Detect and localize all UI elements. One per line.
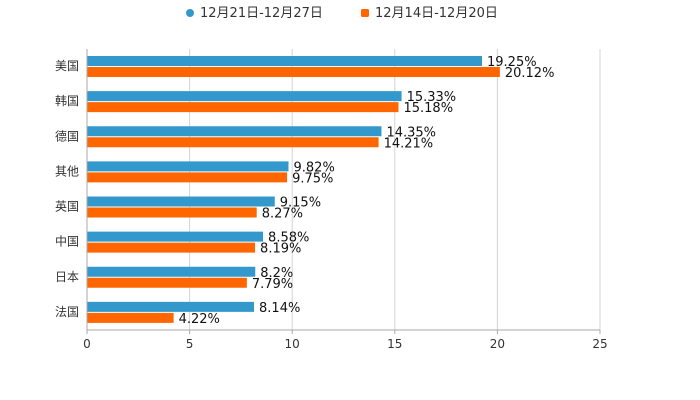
data-label: 9.82% [294,160,335,175]
bar-series2 [87,312,174,323]
legend-marker[interactable] [361,9,369,17]
bar-series1 [87,56,483,66]
bar-series1 [87,266,256,277]
bar-series1 [87,161,289,172]
data-label: 9.15% [280,196,321,211]
data-label: 14.21% [384,136,434,151]
legend-marker[interactable] [186,9,194,17]
bar-series1 [87,301,255,312]
data-label: 19.25% [487,55,537,70]
category-label: 韩国 [55,93,79,108]
bar-series2 [87,207,257,218]
bar-series1 [87,196,275,207]
x-tick-label: 20 [490,337,505,351]
bar-series1 [87,231,264,242]
axes: 0 5 10 15 20 25 [83,49,608,351]
data-label: 15.33% [407,90,457,105]
x-tick-label: 25 [592,337,607,351]
bar-series1 [87,91,402,102]
bar-series2 [87,277,247,288]
bars [87,56,500,323]
bar-series2 [87,137,379,148]
category-label: 其他 [55,164,79,178]
legend-label[interactable]: 12月21日-12月27日 [200,6,323,21]
category-label: 美国 [55,59,79,73]
data-label: 8.19% [260,242,301,257]
bar-series1 [87,126,382,137]
category-label: 中国 [55,234,79,249]
x-tick-label: 0 [83,337,91,351]
data-label: 8.58% [268,231,309,246]
data-label: 8.27% [262,207,303,222]
labels: 美国 19.25%20.12% 韩国 15.33%15.18% 德国 14.35%14.2… [55,55,554,327]
x-tick-label: 15 [387,337,402,351]
data-label: 9.75% [292,171,333,186]
bar-series2 [87,172,288,183]
category-label: 英国 [55,200,79,214]
legend-label[interactable]: 12月14日-12月20日 [375,6,498,21]
data-label: 15.18% [403,101,453,116]
data-label: 8.14% [259,301,300,316]
bar-series2 [87,67,500,77]
data-label: 20.12% [505,66,555,81]
data-label: 4.22% [179,312,220,327]
data-label: 14.35% [386,125,436,140]
legend: 12月21日-12月27日 12月14日-12月20日 [186,6,498,21]
x-tick-label: 5 [186,337,194,351]
category-label: 法国 [55,305,79,319]
category-label: 德国 [55,128,79,143]
data-label: 8.2% [260,266,293,281]
x-tick-label: 10 [285,337,300,351]
data-label: 7.79% [252,277,293,292]
category-label: 日本 [55,270,79,284]
bar-series2 [87,242,256,253]
bar-series2 [87,102,399,113]
